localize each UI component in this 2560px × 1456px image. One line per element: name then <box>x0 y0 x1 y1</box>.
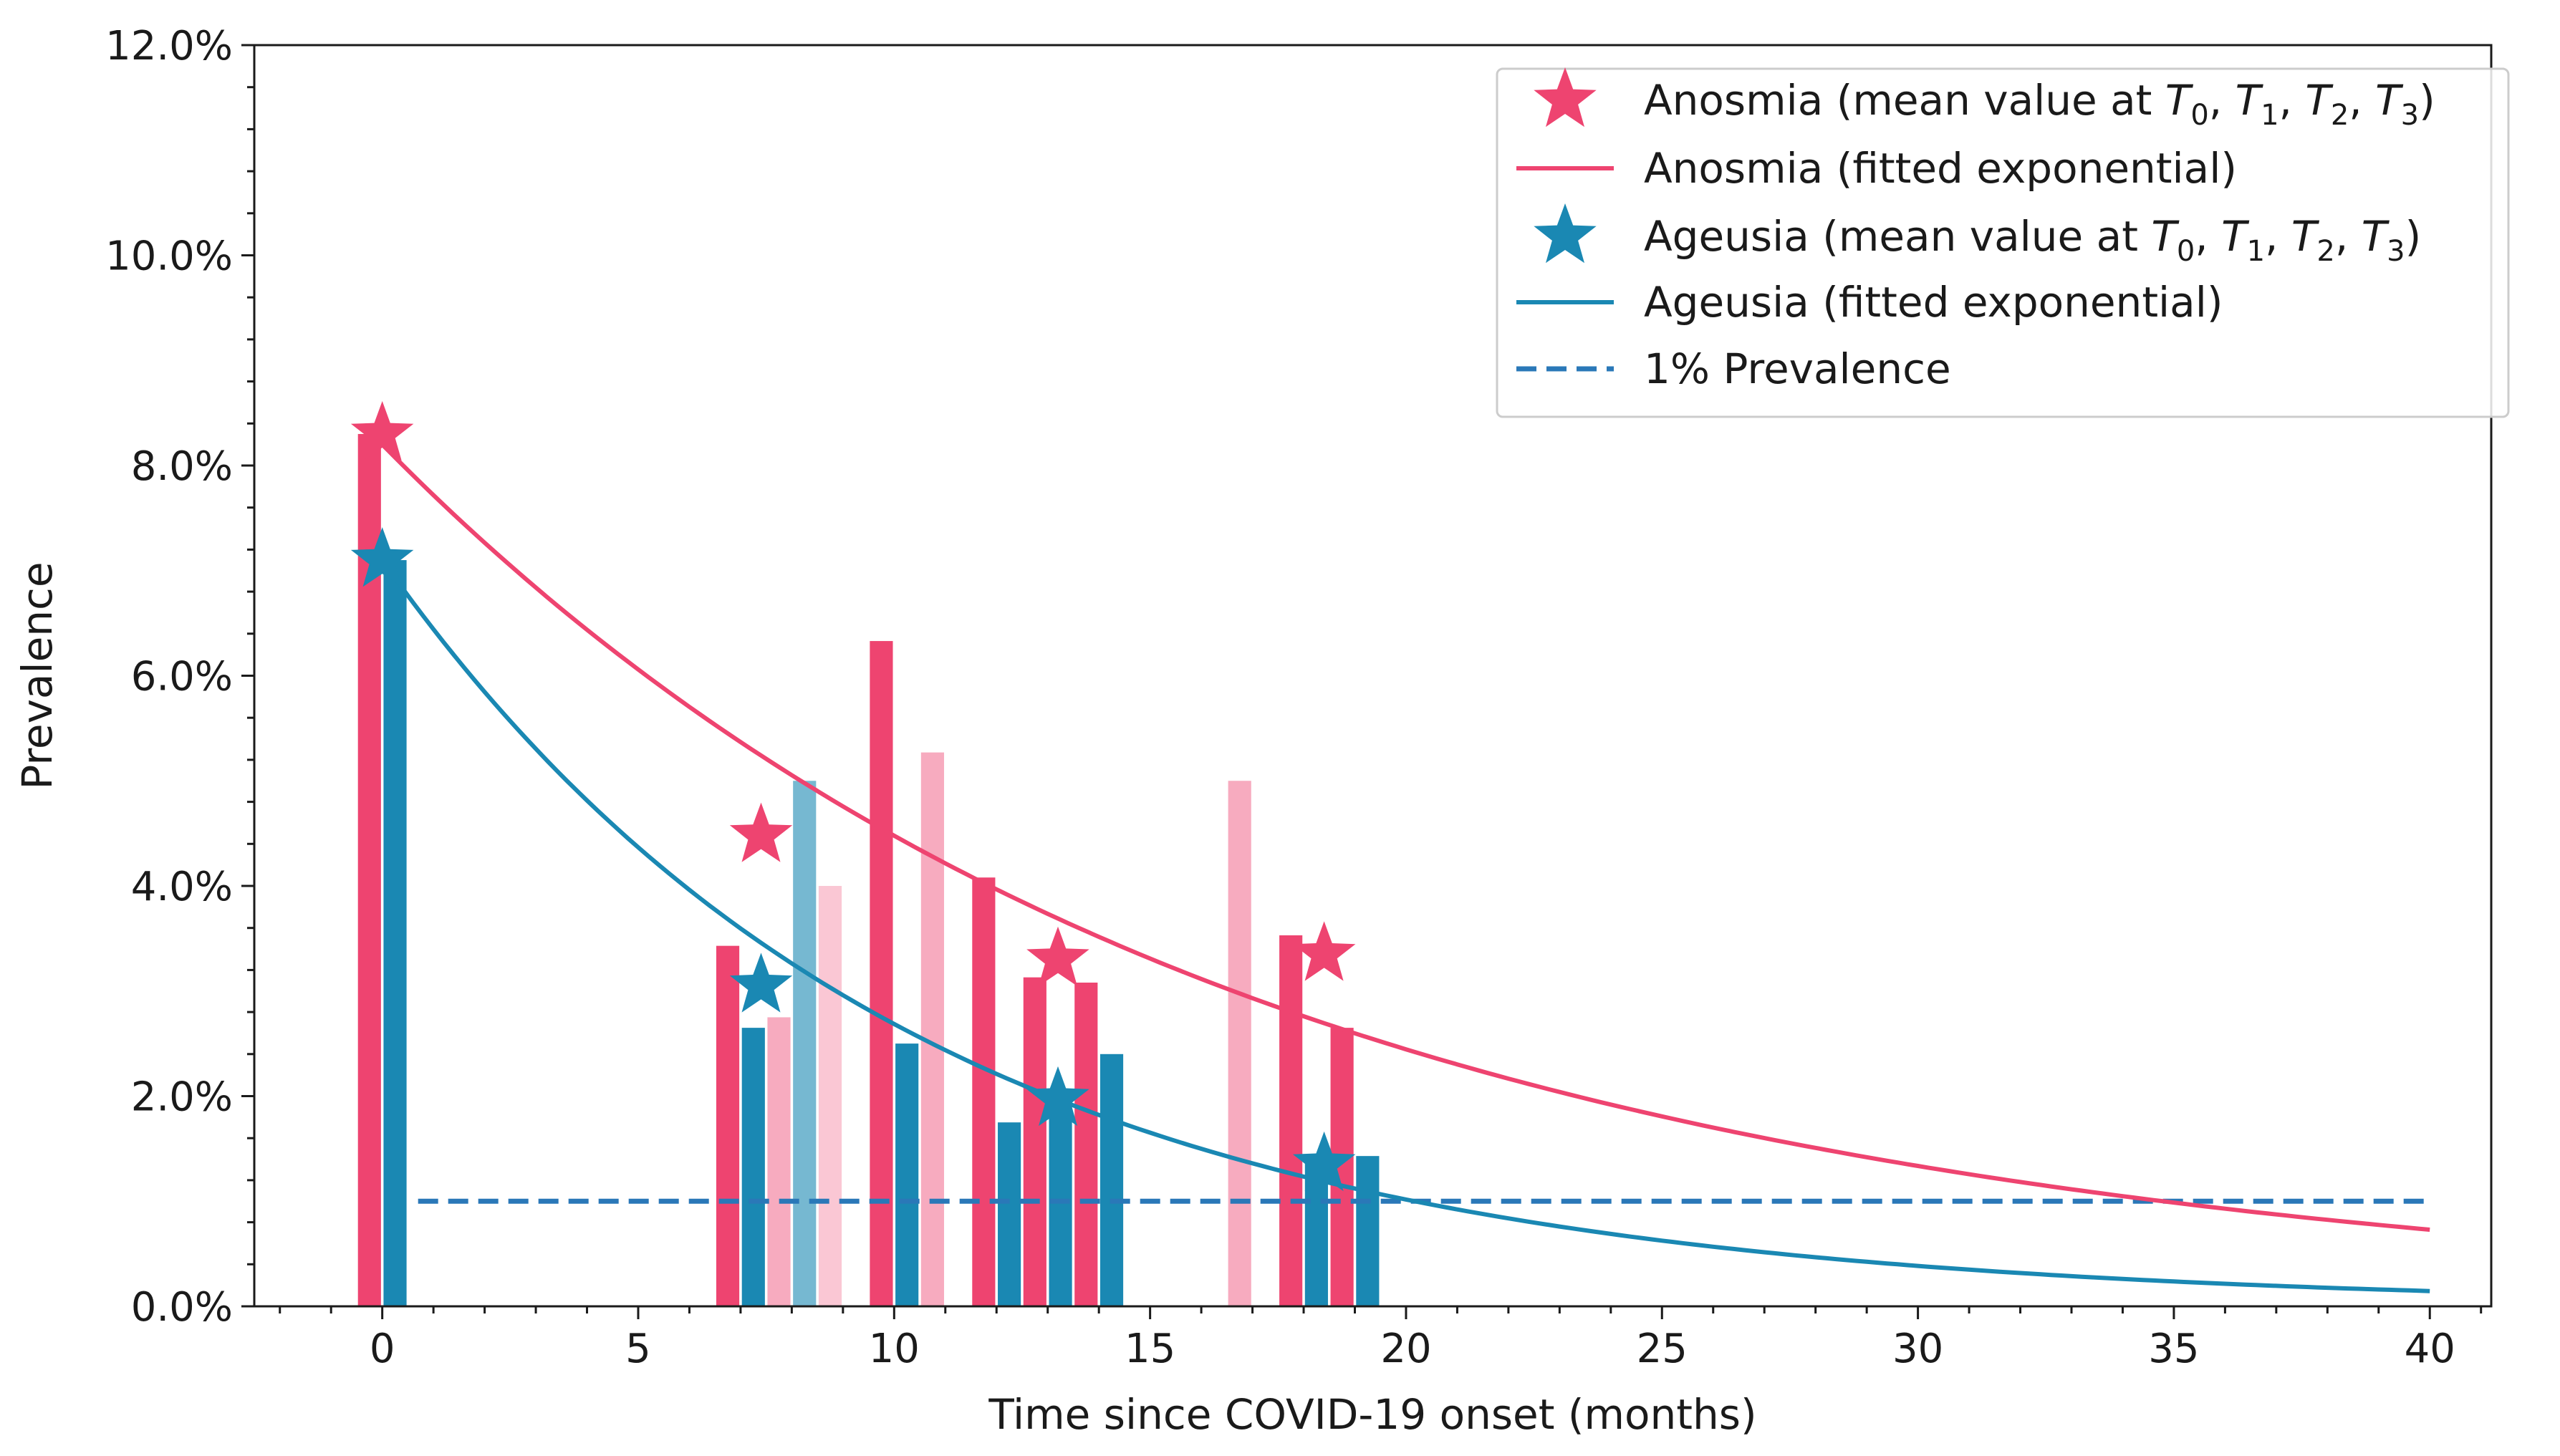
x-axis-title: Time since COVID-19 onset (months) <box>988 1390 1756 1439</box>
legend: Anosmia (mean value at T0, T1, T2, T3) An… <box>1496 67 2510 418</box>
legend-marker-star-ageusia <box>1534 203 1597 264</box>
bars-group <box>357 433 1380 1307</box>
bar-anosmia-9 <box>920 752 944 1306</box>
y-tick-label: 12.0% <box>105 23 233 69</box>
bar-anosmia-2 <box>716 945 740 1306</box>
x-tick-label: 25 <box>1637 1326 1688 1372</box>
x-tick-label: 15 <box>1125 1326 1175 1372</box>
bar-anosmia-10 <box>972 877 996 1306</box>
y-tick-label: 0.0% <box>131 1284 233 1331</box>
bar-anosmia-16 <box>1228 781 1251 1306</box>
mean-markers-group <box>350 401 1356 1192</box>
x-tick-label: 0 <box>370 1326 395 1372</box>
legend-marker-star-anosmia <box>1534 67 1597 127</box>
lines-group <box>380 443 2430 1293</box>
mean-star-anosmia-2 <box>1026 926 1089 986</box>
y-tick-label: 8.0% <box>131 443 233 490</box>
bar-ageusia-13 <box>1049 1101 1072 1306</box>
bar-ageusia-5 <box>793 781 817 1306</box>
x-tick-label: 30 <box>1892 1326 1943 1372</box>
y-tick-label: 10.0% <box>105 233 233 280</box>
x-tick-label: 5 <box>625 1326 651 1372</box>
mean-star-anosmia-1 <box>729 802 793 862</box>
legend-label-2: Ageusia (mean value at T0, T1, T2, T3) <box>1644 212 2421 268</box>
bar-anosmia-17 <box>1279 935 1303 1306</box>
legend-label-3: Ageusia (fitted exponential) <box>1644 278 2223 327</box>
legend-label-4: 1% Prevalence <box>1644 344 1951 393</box>
bar-ageusia-15 <box>1099 1054 1124 1306</box>
bar-ageusia-11 <box>998 1122 1021 1306</box>
bar-ageusia-1 <box>383 560 407 1307</box>
y-axis-title: Prevalence <box>13 561 62 789</box>
x-tick-label: 40 <box>2405 1326 2455 1372</box>
bar-anosmia-6 <box>818 886 842 1306</box>
mean-star-anosmia-3 <box>1292 921 1356 981</box>
mean-star-ageusia-3 <box>1292 1131 1356 1192</box>
legend-box <box>1496 67 2510 418</box>
x-tick-label: 35 <box>2148 1326 2199 1372</box>
mean-star-ageusia-1 <box>729 953 793 1013</box>
fitted-curve-ageusia <box>380 559 2430 1293</box>
mean-star-ageusia-0 <box>350 527 414 587</box>
y-tick-label: 4.0% <box>131 864 233 910</box>
bar-ageusia-8 <box>895 1043 919 1306</box>
mean-star-anosmia-0 <box>350 401 414 461</box>
x-tick-label: 20 <box>1380 1326 1431 1372</box>
axes-group: 0 5 10 15 20 25 30 35 40 0.0% 2.0% 4.0% 6.0% 8.0% 10.0… <box>13 23 2493 1439</box>
bar-ageusia-20 <box>1356 1156 1380 1306</box>
y-tick-label: 6.0% <box>131 654 233 700</box>
fitted-curve-anosmia <box>380 443 2430 1232</box>
bar-anosmia-12 <box>1023 977 1046 1306</box>
legend-label-1: Anosmia (fitted exponential) <box>1644 144 2237 193</box>
x-tick-label: 10 <box>869 1326 920 1372</box>
bar-anosmia-14 <box>1074 983 1098 1306</box>
y-tick-label: 2.0% <box>131 1074 233 1121</box>
mean-star-ageusia-2 <box>1026 1066 1089 1127</box>
bar-ageusia-3 <box>741 1028 765 1306</box>
bar-anosmia-7 <box>870 641 893 1306</box>
legend-label-0: Anosmia (mean value at T0, T1, T2, T3) <box>1644 76 2435 132</box>
bar-anosmia-4 <box>767 1017 791 1306</box>
